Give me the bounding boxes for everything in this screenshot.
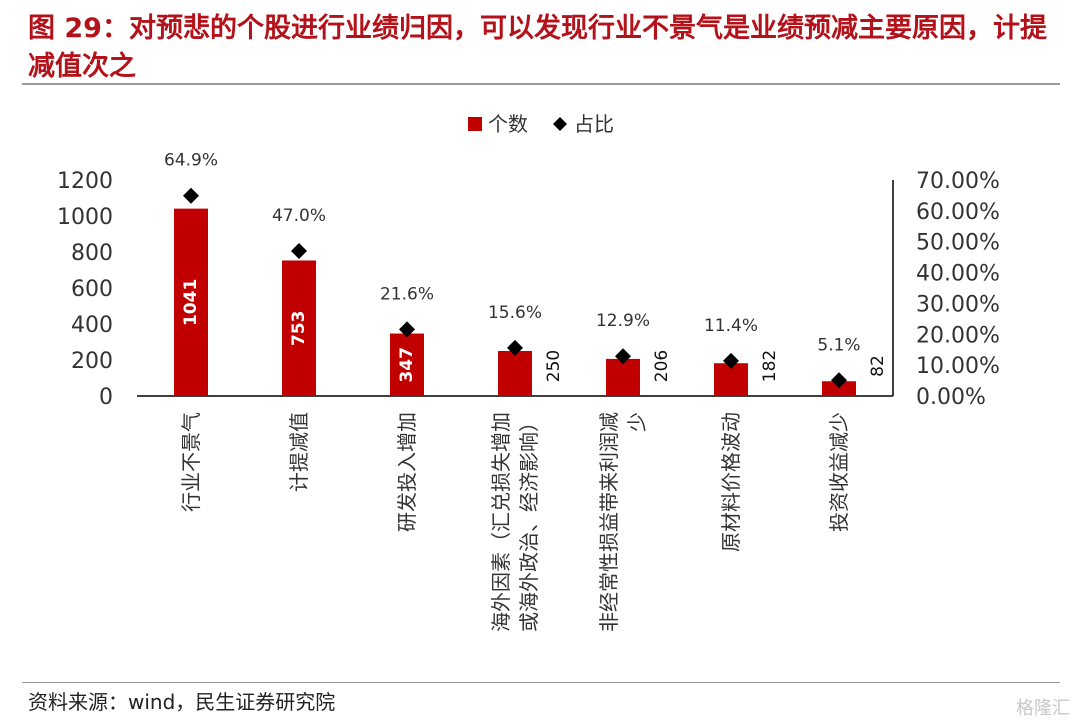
y2-tick-label: 30.00% <box>916 292 1000 317</box>
x-category-label: 计提减值 <box>287 412 311 492</box>
plot-area: 0 200 400 600 800 1000 1200 0.00% 10.00% 20.00% 30… <box>57 151 1000 632</box>
proportion-marker <box>615 348 631 365</box>
proportion-marker <box>723 352 739 369</box>
proportion-label: 21.6% <box>380 284 434 304</box>
source-note: 资料来源：wind，民生证券研究院 <box>28 690 336 714</box>
proportion-marker <box>291 242 307 259</box>
bar <box>282 260 316 396</box>
figure-title: 图 29：对预悲的个股进行业绩归因，可以发现行业不景气是业绩预减主要原因，计提减… <box>28 13 1047 82</box>
x-category-label: 或海外政治、经济影响） <box>517 412 541 632</box>
legend-marker-label: 占比 <box>574 112 614 136</box>
proportion-label: 11.4% <box>704 316 758 336</box>
y2-tick-label: 10.00% <box>916 354 1000 379</box>
bar-value-label: 753 <box>289 310 309 346</box>
bar <box>390 333 424 396</box>
x-category-label: 非经常性损益带来利润减 <box>597 412 621 632</box>
legend-diamond-icon <box>553 117 567 131</box>
legend-bar-label: 个数 <box>488 112 528 136</box>
bar-value-label: 182 <box>760 350 780 382</box>
bar <box>498 351 532 396</box>
bar <box>606 358 640 396</box>
bar <box>174 208 208 396</box>
bar-value-label: 206 <box>652 350 672 382</box>
proportion-label: 12.9% <box>596 311 650 331</box>
y-tick-label: 1200 <box>57 169 113 194</box>
proportion-marker <box>183 187 199 204</box>
y-tick-label: 1000 <box>57 205 113 230</box>
y-tick-label: 400 <box>71 313 113 338</box>
bar <box>822 381 856 396</box>
y2-tick-label: 60.00% <box>916 200 1000 225</box>
x-category-label: 投资收益减少 <box>827 412 851 532</box>
y2-tick-label: 40.00% <box>916 262 1000 287</box>
proportion-marker <box>507 339 523 356</box>
bar-value-label: 250 <box>544 350 564 382</box>
x-category-label: 研发投入增加 <box>395 412 419 532</box>
proportion-label: 47.0% <box>272 206 326 226</box>
x-category-label: 行业不景气 <box>179 412 203 512</box>
y-tick-label: 800 <box>71 241 113 266</box>
watermark-logo: 格隆汇 <box>1016 698 1070 719</box>
bar-scatter-chart: 个数 占比 0 200 400 600 800 1000 1200 0.00% 10.00% 20… <box>57 112 1000 632</box>
y2-tick-label: 20.00% <box>916 323 1000 348</box>
legend: 个数 占比 <box>468 112 614 136</box>
y2-tick-label: 50.00% <box>916 231 1000 256</box>
x-category-label: 海外因素（汇兑损失增加 <box>489 412 513 632</box>
title-divider <box>22 83 1060 85</box>
bar-value-label: 82 <box>868 355 888 377</box>
proportion-marker <box>831 372 847 389</box>
bar-value-label: 347 <box>397 347 417 383</box>
proportion-label: 64.9% <box>164 151 218 171</box>
legend-bar-swatch <box>468 117 482 131</box>
proportion-marker <box>399 321 415 338</box>
y2-tick-label: 0.00% <box>916 385 986 410</box>
y-tick-label: 600 <box>71 277 113 302</box>
x-category-label: 原材料价格波动 <box>719 412 743 552</box>
y-tick-label: 200 <box>71 349 113 374</box>
proportion-label: 15.6% <box>488 303 542 323</box>
footer-divider <box>22 682 1060 683</box>
y-tick-label: 0 <box>99 385 113 410</box>
x-category-label: 少 <box>625 412 649 432</box>
proportion-label: 5.1% <box>817 335 860 355</box>
bar-value-label: 1041 <box>181 279 201 326</box>
y2-tick-label: 70.00% <box>916 169 1000 194</box>
